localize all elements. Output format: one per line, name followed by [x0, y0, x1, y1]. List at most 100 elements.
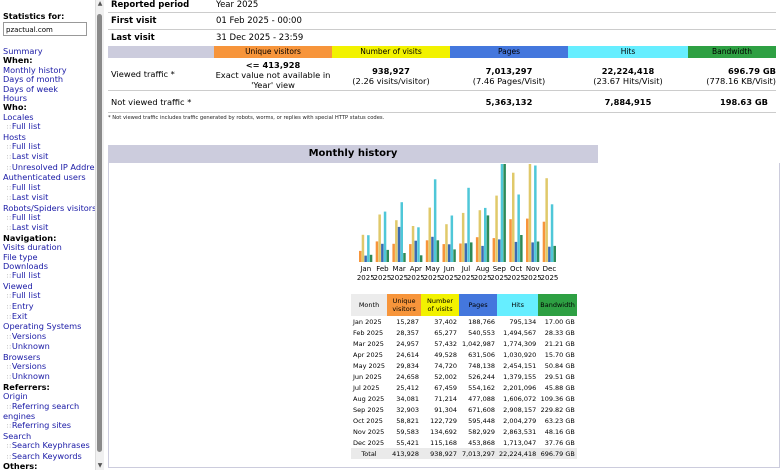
- nav-link-engines[interactable]: engines: [0, 411, 95, 422]
- nav-label[interactable]: Locales: [3, 111, 34, 122]
- nav-label[interactable]: Last visit: [11, 192, 49, 203]
- nav-label[interactable]: Search Keywords: [11, 450, 82, 461]
- bar-bandwidth-sep: [503, 164, 506, 262]
- nav-label[interactable]: Unresolved IP Address: [11, 161, 96, 172]
- nav-label[interactable]: Origin: [3, 391, 28, 402]
- nav-label[interactable]: Full list: [11, 121, 41, 132]
- nav-label[interactable]: Unknown: [11, 371, 50, 382]
- nav-label[interactable]: engines: [3, 411, 36, 422]
- nav-link-unresolved-ip-address[interactable]: Unresolved IP Address: [0, 161, 96, 173]
- nav-link-browsers[interactable]: Browsers: [0, 351, 95, 362]
- table-row: Dec 2025 55,421 115,168 453,868 1,713,047 37.…: [351, 437, 577, 448]
- nav-label[interactable]: Search: [3, 430, 32, 441]
- nav-label[interactable]: Downloads: [3, 260, 48, 271]
- nav-label[interactable]: Full list: [11, 290, 41, 301]
- scroll-down-arrow-icon[interactable]: ▼: [97, 462, 103, 469]
- nav-label[interactable]: Monthly history: [3, 64, 67, 75]
- nav-link-full-list[interactable]: Full list: [0, 122, 95, 132]
- nav-link-viewed[interactable]: Viewed: [0, 280, 95, 291]
- nav-link-full-list[interactable]: Full list: [0, 271, 95, 281]
- nav-label[interactable]: Full list: [11, 181, 41, 192]
- nav-label[interactable]: Full list: [11, 270, 41, 281]
- nav-link-last-visit[interactable]: Last visit: [0, 192, 95, 203]
- nav-link-last-visit[interactable]: Last visit: [0, 152, 95, 162]
- nav-label[interactable]: Operating Systems: [3, 321, 82, 332]
- nav-label[interactable]: Days of week: [3, 83, 59, 94]
- nav-label[interactable]: Exit: [11, 310, 28, 321]
- nav-link-full-list[interactable]: Full list: [0, 290, 95, 301]
- nav-link-entry[interactable]: Entry: [0, 300, 95, 312]
- nav-link-referring-sites[interactable]: Referring sites: [0, 421, 95, 431]
- nav-label[interactable]: Viewed: [3, 280, 33, 291]
- nav-link-versions[interactable]: Versions: [0, 330, 95, 342]
- bar-pages-aug: [481, 245, 484, 262]
- nav-link-search[interactable]: Search: [0, 430, 95, 441]
- nav-link-versions[interactable]: Versions: [0, 361, 95, 372]
- nav-link-search-keywords[interactable]: Search Keywords: [0, 450, 95, 462]
- nav-link-visits-duration[interactable]: Visits duration: [0, 242, 95, 253]
- nav-label[interactable]: Versions: [11, 330, 47, 341]
- table-cell: Dec 2025: [351, 437, 388, 448]
- nav-label[interactable]: Full list: [11, 141, 41, 152]
- table-cell: 2,454,151: [497, 360, 539, 371]
- total-cell: 7,013,297: [459, 448, 498, 459]
- nav-label[interactable]: Hosts: [3, 131, 26, 142]
- nav-label[interactable]: Browsers: [3, 351, 41, 362]
- nav-link-authenticated-users[interactable]: Authenticated users: [0, 173, 95, 182]
- nav-link-exit[interactable]: Exit: [0, 310, 95, 322]
- bar-unique-visitors-jan: [359, 250, 362, 262]
- bar-pages-feb: [381, 243, 384, 262]
- nav-link-operating-systems[interactable]: Operating Systems: [0, 322, 95, 331]
- table-cell: 37,402: [421, 316, 460, 327]
- bar-number-of-visits-may: [428, 207, 431, 262]
- nav-link-monthly-history[interactable]: Monthly history: [0, 64, 95, 75]
- nav-label[interactable]: Referring search: [11, 400, 80, 411]
- not-viewed-pages: 5,363,132: [450, 97, 568, 107]
- nav-link-full-list[interactable]: Full list: [0, 211, 95, 223]
- nav-link-full-list[interactable]: Full list: [0, 141, 95, 152]
- nav-label[interactable]: Hours: [3, 93, 27, 104]
- nav-link-hours[interactable]: Hours: [0, 93, 95, 104]
- nav-link-last-visit[interactable]: Last visit: [0, 223, 95, 233]
- nav-label[interactable]: Last visit: [11, 222, 49, 233]
- nav-link-downloads[interactable]: Downloads: [0, 260, 95, 271]
- table-cell: 1,379,155: [497, 371, 539, 382]
- nav-label[interactable]: Search Keyphrases: [11, 440, 90, 451]
- nav-label[interactable]: Unknown: [11, 341, 50, 352]
- nav-link-summary[interactable]: Summary: [0, 46, 95, 56]
- sidebar-scrollbar[interactable]: ▲ ▼: [95, 0, 104, 470]
- nav-link-file-type[interactable]: File type: [0, 251, 95, 262]
- table-cell: 67,459: [421, 382, 460, 393]
- nav-label[interactable]: Days of month: [3, 74, 64, 85]
- nav-label[interactable]: Referring sites: [11, 420, 72, 431]
- nav-label[interactable]: Versions: [11, 361, 47, 371]
- nav-link-hosts[interactable]: Hosts: [0, 131, 95, 142]
- last-visit-value: 31 Dec 2025 - 23:59: [216, 33, 304, 43]
- nav-label[interactable]: Entry: [11, 300, 34, 311]
- nav-link-days-of-week[interactable]: Days of week: [0, 83, 95, 94]
- nav-link-days-of-month[interactable]: Days of month: [0, 75, 95, 84]
- nav-link-origin[interactable]: Origin: [0, 392, 95, 401]
- scroll-up-arrow-icon[interactable]: ▲: [97, 0, 103, 7]
- nav-link-unknown[interactable]: Unknown: [0, 372, 95, 382]
- nav-label[interactable]: File type: [3, 251, 38, 262]
- total-cell: 22,224,418: [497, 448, 539, 459]
- nav-link-unknown[interactable]: Unknown: [0, 341, 95, 352]
- bar-number-of-visits-jun: [445, 224, 448, 262]
- nav-link-robots-spiders-visitors[interactable]: Robots/Spiders visitors: [0, 202, 96, 213]
- table-cell: 25,412: [387, 382, 422, 393]
- nav-link-search-keyphrases[interactable]: Search Keyphrases: [0, 441, 95, 451]
- nav-link-full-list[interactable]: Full list: [0, 181, 95, 193]
- x-tick-year: 2025: [457, 274, 475, 282]
- scrollbar-thumb[interactable]: [97, 14, 102, 452]
- nav-label[interactable]: Authenticated users: [3, 172, 86, 183]
- nav-link-locales[interactable]: Locales: [0, 111, 95, 122]
- nav-label[interactable]: Full list: [11, 211, 41, 222]
- nav-label[interactable]: Last visit: [11, 151, 49, 162]
- nav-label[interactable]: Summary: [3, 46, 43, 56]
- nav-link-referring-search[interactable]: Referring search: [0, 400, 95, 412]
- table-cell: 671,608: [459, 404, 498, 415]
- nav-label[interactable]: Visits duration: [3, 242, 62, 253]
- nav-label[interactable]: Robots/Spiders visitors: [3, 202, 96, 213]
- x-tick-year: 2025: [374, 274, 392, 282]
